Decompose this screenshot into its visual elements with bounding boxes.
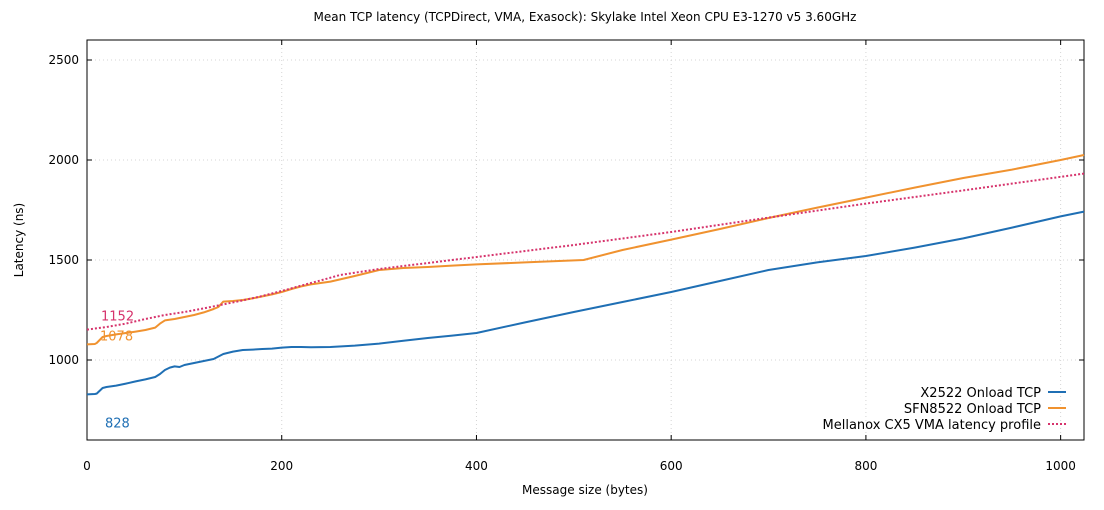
y-tick-label: 1500 xyxy=(48,253,79,267)
series-line-2 xyxy=(86,154,1085,346)
x-tick-label: 400 xyxy=(465,459,488,473)
legend-label-2: SFN8522 Onload TCP xyxy=(904,402,1041,417)
x-tick-label: 0 xyxy=(83,459,91,473)
data-label-1078: 1078 xyxy=(100,329,133,344)
data-label-828: 828 xyxy=(105,416,130,431)
y-axis: 1000 1500 2000 2500 xyxy=(48,53,1084,367)
chart-title: Mean TCP latency (TCPDirect, VMA, Exasoc… xyxy=(314,10,857,24)
series-line-3 xyxy=(86,172,1085,331)
x-tick-label: 1000 xyxy=(1045,459,1076,473)
x-tick-label: 800 xyxy=(854,459,877,473)
legend-label-1: X2522 Onload TCP xyxy=(920,386,1041,401)
annotations: 1152 1078 828 xyxy=(100,310,134,432)
grid xyxy=(87,40,1084,440)
legend-label-3: Mellanox CX5 VMA latency profile xyxy=(823,418,1042,433)
y-tick-label: 2500 xyxy=(48,53,79,67)
data-label-1152: 1152 xyxy=(101,310,134,325)
x-tick-label: 600 xyxy=(660,459,683,473)
x-tick-label: 200 xyxy=(270,459,293,473)
series-lines xyxy=(86,154,1085,396)
x-axis-label: Message size (bytes) xyxy=(522,483,648,497)
plot-area xyxy=(86,39,1085,441)
y-axis-label: Latency (ns) xyxy=(12,203,26,277)
y-tick-label: 1000 xyxy=(48,353,79,367)
y-tick-label: 2000 xyxy=(48,153,79,167)
x-axis: 0 200 400 600 800 1000 xyxy=(83,40,1076,473)
series-line-1 xyxy=(86,210,1085,396)
